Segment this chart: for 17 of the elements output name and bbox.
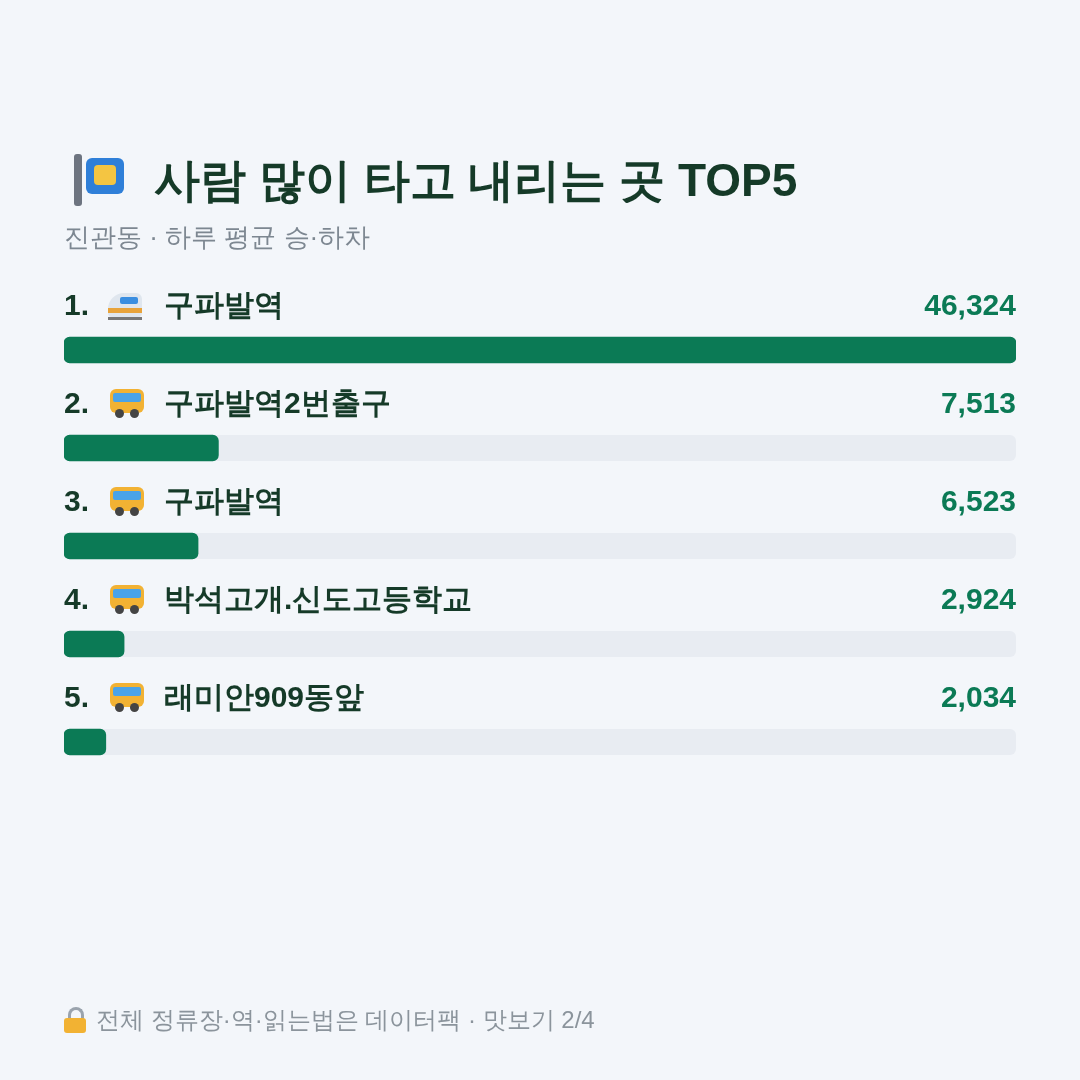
category-label: 5. 래미안909동앞 <box>64 680 365 714</box>
data-label: 2,034 <box>940 680 1017 714</box>
category-label: 1. 구파발역 <box>64 288 284 322</box>
category-label: 2. 구파발역2번출구 <box>64 386 391 420</box>
chart-title: 사람 많이 타고 내리는 곳 TOP5 <box>154 153 798 208</box>
data-label: 2,924 <box>940 582 1017 616</box>
chart-subtitle: 진관동 · 하루 평균 승·하차 <box>64 221 371 254</box>
category-label: 4. 박석고개.신도고등학교 <box>64 582 473 616</box>
data-label: 46,324 <box>924 288 1017 322</box>
text: 전체 정류장·역·읽는법은 데이터팩 · 맛보기 2/4 <box>96 1005 595 1035</box>
bar <box>64 434 219 462</box>
data-label: 7,513 <box>940 386 1016 420</box>
bar <box>64 630 125 658</box>
data-label: 6,523 <box>940 484 1016 518</box>
bar <box>64 532 199 560</box>
category-label: 3. 구파발역 <box>64 484 284 518</box>
bar <box>64 728 107 756</box>
